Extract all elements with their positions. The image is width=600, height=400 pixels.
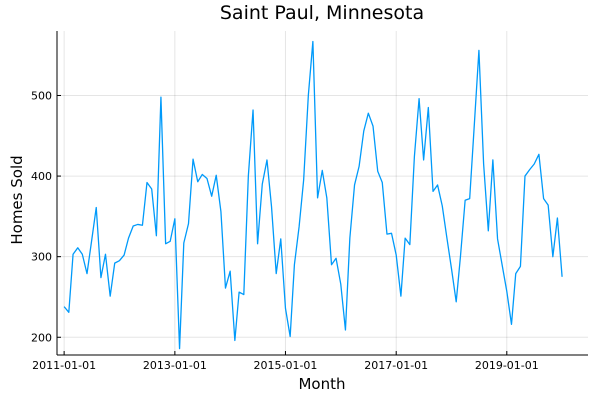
series-layer <box>63 40 563 350</box>
y-tick-label: 300 <box>31 251 52 264</box>
axes <box>56 31 588 356</box>
y-tick-label: 400 <box>31 170 52 183</box>
x-tick-label: 2019-01-01 <box>475 359 539 372</box>
x-tick-label: 2015-01-01 <box>253 359 317 372</box>
chart-title: Saint Paul, Minnesota <box>220 2 424 24</box>
y-axis-label: Homes Sold <box>8 155 26 244</box>
x-tick-label: 2013-01-01 <box>143 359 207 372</box>
x-axis-label: Month <box>298 375 345 393</box>
y-tick-label: 500 <box>31 89 52 102</box>
ticks: 2011-01-01 2013-01-01 2015-01-01 2017-01-01… <box>31 89 539 372</box>
y-tick-label: 200 <box>31 331 52 344</box>
x-tick-label: 2011-01-01 <box>32 359 96 372</box>
homes-sold-line <box>63 40 563 350</box>
grid-lines <box>57 31 588 355</box>
x-tick-label: 2017-01-01 <box>364 359 428 372</box>
